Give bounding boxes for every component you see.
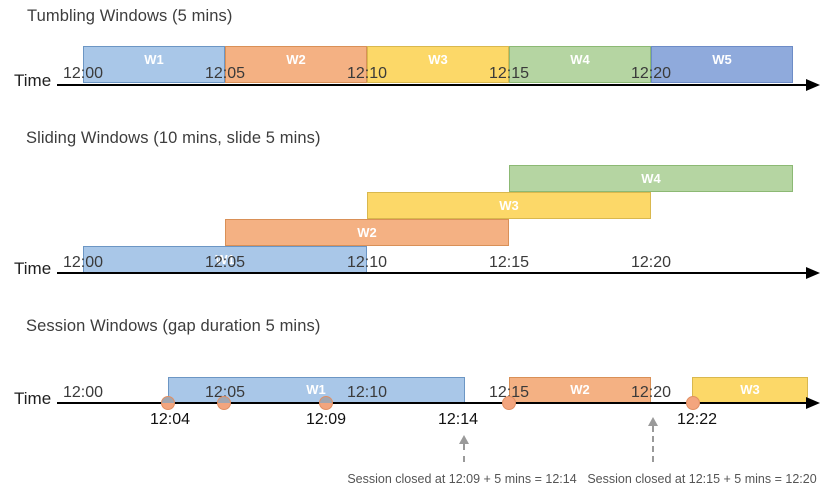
- sliding-time-axis-label: Time: [14, 259, 52, 278]
- tumbling-window-w3-label: W3: [428, 52, 448, 67]
- event-dot-1209: [319, 396, 333, 410]
- session-tick-1215: 12:15: [488, 384, 530, 401]
- tumbling-tick-1210: 12:10: [346, 65, 388, 82]
- event-dot-1205: [217, 396, 231, 410]
- tumbling-window-w5: [651, 46, 793, 83]
- tumbling-window-w2: [225, 46, 367, 83]
- sliding-window-w4-label: W4: [641, 171, 661, 186]
- sliding-window-w1: [83, 246, 367, 273]
- tumbling-tick-1220: 12:20: [630, 65, 672, 82]
- session-tick-1220: 12:20: [630, 384, 672, 401]
- event-dot-1215: [502, 396, 516, 410]
- tumbling-window-w5-label: W5: [712, 52, 732, 67]
- annotation-arrow-up-icon: [648, 417, 658, 426]
- session-section-title: Session Windows (gap duration 5 mins): [26, 317, 321, 335]
- sliding-section-title: Sliding Windows (10 mins, slide 5 mins): [26, 129, 321, 147]
- sliding-window-w3-label: W3: [499, 198, 519, 213]
- event-label-1222: 12:22: [676, 411, 718, 428]
- event-label-1204: 12:04: [149, 411, 191, 428]
- sliding-window-w4: [509, 165, 793, 192]
- tumbling-window-w1-label: W1: [144, 52, 164, 67]
- session-closed-annotation-2: Session closed at 12:15 + 5 mins = 12:20: [587, 472, 817, 486]
- session-window-w2: [509, 377, 651, 403]
- session-tick-1200: 12:00: [62, 384, 104, 401]
- event-dot-1222: [686, 396, 700, 410]
- tumbling-tick-1205: 12:05: [204, 65, 246, 82]
- sliding-window-w3: [367, 192, 651, 219]
- tumbling-window-w1: [83, 46, 225, 83]
- session-tick-1210: 12:10: [346, 384, 388, 401]
- sliding-window-w1-label: W1: [215, 252, 235, 267]
- session-window-w3-label: W3: [740, 382, 760, 397]
- tumbling-time-axis-label: Time: [14, 71, 52, 90]
- sliding-tick-1210: 12:10: [346, 254, 388, 271]
- session-window-w1-label: W1: [306, 382, 326, 397]
- tumbling-window-w2-label: W2: [286, 52, 306, 67]
- sliding-tick-1215: 12:15: [488, 254, 530, 271]
- sliding-time-axis: [57, 272, 806, 274]
- tumbling-window-w3: [367, 46, 509, 83]
- session-time-axis-label: Time: [14, 389, 52, 408]
- session-axis-arrowhead-icon: [806, 397, 820, 409]
- tumbling-axis-arrowhead-icon: [806, 79, 820, 91]
- sliding-axis-arrowhead-icon: [806, 267, 820, 279]
- annotation-arrow-line: [463, 444, 465, 462]
- sliding-window-w2-label: W2: [357, 225, 377, 240]
- tumbling-window-w4: [509, 46, 651, 83]
- annotation-arrow-up-icon: [459, 435, 469, 444]
- sliding-tick-1200: 12:00: [62, 254, 104, 271]
- tumbling-section-title: Tumbling Windows (5 mins): [27, 7, 233, 25]
- event-label-1214: 12:14: [437, 411, 479, 428]
- session-tick-1205: 12:05: [204, 384, 246, 401]
- sliding-tick-1220: 12:20: [630, 254, 672, 271]
- tumbling-time-axis: [57, 84, 806, 86]
- annotation-arrow-line: [652, 426, 654, 462]
- event-dot-1204: [161, 396, 175, 410]
- tumbling-tick-1215: 12:15: [488, 65, 530, 82]
- session-closed-annotation-1: Session closed at 12:09 + 5 mins = 12:14: [347, 472, 577, 486]
- sliding-window-w2: [225, 219, 509, 246]
- tumbling-tick-1200: 12:00: [62, 65, 104, 82]
- session-window-w2-label: W2: [570, 382, 590, 397]
- session-time-axis: [57, 402, 806, 404]
- tumbling-window-w4-label: W4: [570, 52, 590, 67]
- sliding-tick-1205: 12:05: [204, 254, 246, 271]
- event-label-1209: 12:09: [305, 411, 347, 428]
